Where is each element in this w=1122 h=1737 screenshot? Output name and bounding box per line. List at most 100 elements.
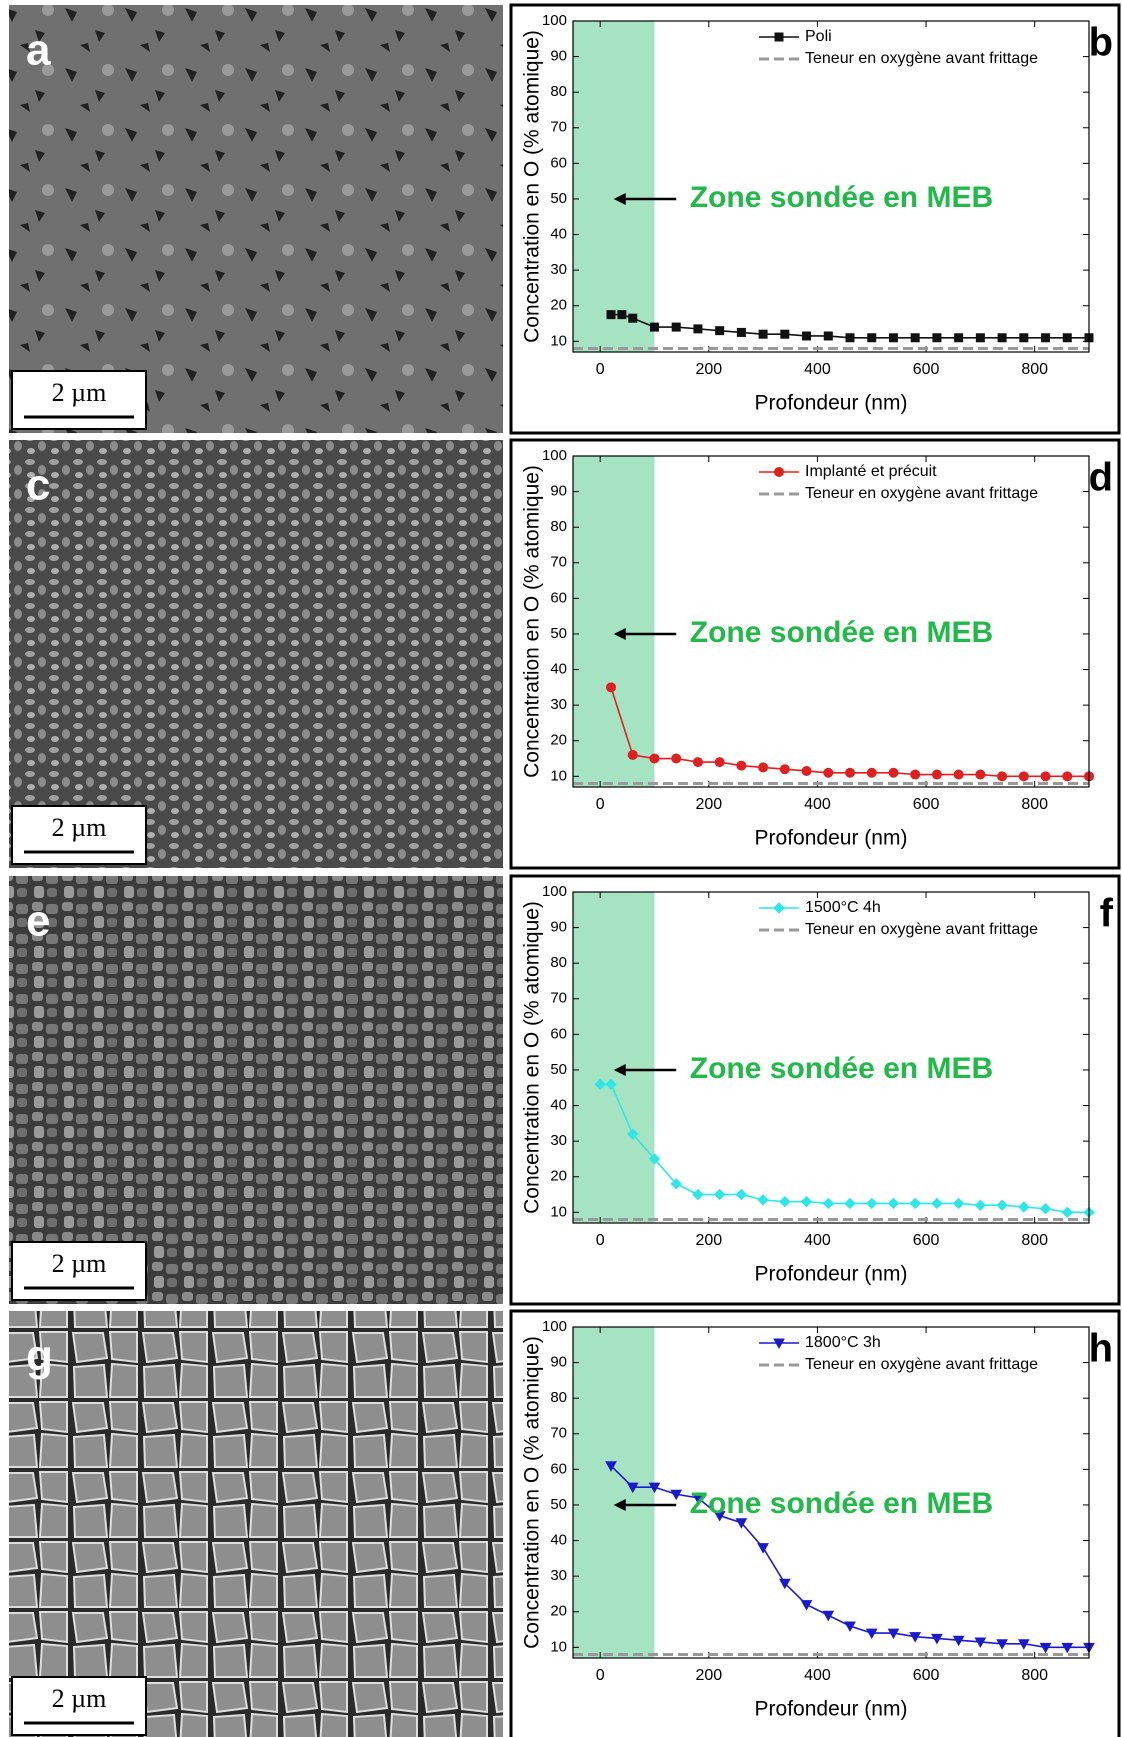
marker xyxy=(997,771,1008,782)
scale-bar-box xyxy=(11,370,147,430)
marker xyxy=(774,32,784,42)
y-tick-label: 70 xyxy=(550,990,567,1007)
marker xyxy=(867,333,877,343)
y-axis-label: Concentration en O (% atomique) xyxy=(521,465,544,778)
marker xyxy=(671,753,682,764)
marker xyxy=(779,764,790,775)
probed-zone xyxy=(573,21,655,352)
chart: 10 20 30 40 50 60 70 80 90 100 0 200 400 600 800 Zone s… xyxy=(509,438,1121,870)
y-tick-label: 50 xyxy=(550,190,567,207)
marker xyxy=(648,1153,661,1165)
annotation-arrowhead xyxy=(613,1498,626,1511)
marker xyxy=(801,765,812,776)
marker xyxy=(692,1493,704,1504)
marker xyxy=(823,767,834,778)
marker xyxy=(1018,1201,1030,1213)
y-tick-label: 40 xyxy=(550,1097,567,1114)
legend-label: Teneur en oxygène avant frittage xyxy=(805,921,1038,938)
legend-label: 1800°C 3h xyxy=(805,1334,881,1351)
marker xyxy=(778,1578,791,1590)
marker xyxy=(910,769,921,780)
legend-label: Teneur en oxygène avant frittage xyxy=(805,485,1038,502)
y-tick-label: 90 xyxy=(550,919,567,936)
y-tick-label: 80 xyxy=(550,1389,567,1406)
scale-bar-box xyxy=(11,1676,147,1736)
annotation: Zone sondée en MEB xyxy=(690,1052,993,1085)
x-tick-label: 0 xyxy=(596,361,605,378)
y-tick-label: 60 xyxy=(550,1025,567,1042)
sem-image xyxy=(9,440,503,868)
y-tick-label: 90 xyxy=(550,483,567,500)
plot-area xyxy=(572,20,1090,353)
marker xyxy=(693,324,703,334)
legend-label: Poli xyxy=(805,28,832,45)
marker xyxy=(997,333,1007,343)
annotation-arrowhead xyxy=(613,627,626,640)
marker xyxy=(1019,333,1029,343)
marker xyxy=(758,329,768,339)
probed-zone xyxy=(573,1327,655,1658)
x-axis-label: Profondeur (nm) xyxy=(755,827,908,850)
marker xyxy=(931,769,942,780)
y-tick-label: 20 xyxy=(550,297,567,314)
y-axis-label: Concentration en O (% atomique) xyxy=(521,30,544,343)
marker xyxy=(974,1199,987,1211)
marker xyxy=(692,757,703,768)
annotation-arrowhead xyxy=(613,192,626,205)
x-tick-label: 200 xyxy=(695,796,722,813)
scale-bar-label: 2 µm xyxy=(52,378,107,407)
marker xyxy=(670,1178,682,1190)
marker xyxy=(1039,1642,1052,1654)
marker xyxy=(605,1461,617,1472)
marker xyxy=(736,760,747,771)
chart: 10 20 30 40 50 60 70 80 90 100 0 200 400 600 800 Zone s… xyxy=(509,1309,1121,1737)
x-tick-label: 800 xyxy=(1021,796,1048,813)
y-tick-label: 50 xyxy=(550,1496,567,1513)
legend-label: 1500°C 4h xyxy=(805,899,881,916)
scale-bar-label: 2 µm xyxy=(52,1684,107,1713)
x-tick-label: 0 xyxy=(596,1232,605,1249)
marker xyxy=(606,682,617,693)
y-tick-label: 60 xyxy=(550,1460,567,1477)
x-tick-label: 200 xyxy=(695,361,722,378)
marker xyxy=(865,1628,878,1640)
marker xyxy=(779,1195,791,1208)
marker xyxy=(887,1628,900,1640)
marker xyxy=(757,1194,769,1206)
y-tick-label: 60 xyxy=(550,154,567,171)
annotation: Zone sondée en MEB xyxy=(690,181,993,214)
chart: 10 20 30 40 50 60 70 80 90 100 0 200 400 600 800 Zone s… xyxy=(509,3,1121,435)
annotation-arrowhead xyxy=(613,1063,626,1076)
marker xyxy=(757,1543,769,1554)
y-axis-label: Concentration en O (% atomique) xyxy=(521,901,544,1214)
y-tick-label: 10 xyxy=(550,1638,567,1655)
marker xyxy=(952,1635,965,1647)
marker xyxy=(649,753,660,764)
marker xyxy=(822,1197,834,1210)
x-tick-label: 400 xyxy=(804,361,831,378)
x-axis-label: Profondeur (nm) xyxy=(755,392,908,415)
marker xyxy=(648,1482,661,1494)
marker xyxy=(1041,333,1051,343)
x-tick-label: 800 xyxy=(1021,1232,1048,1249)
marker xyxy=(736,327,746,337)
scale-bar-label: 2 µm xyxy=(52,813,107,842)
marker xyxy=(671,322,681,332)
y-tick-label: 20 xyxy=(550,1168,567,1185)
y-tick-label: 20 xyxy=(550,1603,567,1620)
marker xyxy=(910,333,920,343)
y-tick-label: 30 xyxy=(550,1132,567,1149)
legend-label: Teneur en oxygène avant frittage xyxy=(805,1356,1038,1373)
marker xyxy=(800,1195,813,1208)
legend-label: Implanté et précuit xyxy=(805,463,937,480)
probed-zone xyxy=(573,456,655,787)
marker xyxy=(931,1633,943,1645)
y-axis-label: Concentration en O (% atomique) xyxy=(521,1336,544,1649)
marker xyxy=(628,313,638,323)
plot-area xyxy=(572,1326,1090,1659)
y-tick-label: 90 xyxy=(550,48,567,65)
marker xyxy=(952,1197,965,1210)
x-tick-label: 800 xyxy=(1021,1667,1048,1684)
x-tick-label: 200 xyxy=(695,1232,722,1249)
